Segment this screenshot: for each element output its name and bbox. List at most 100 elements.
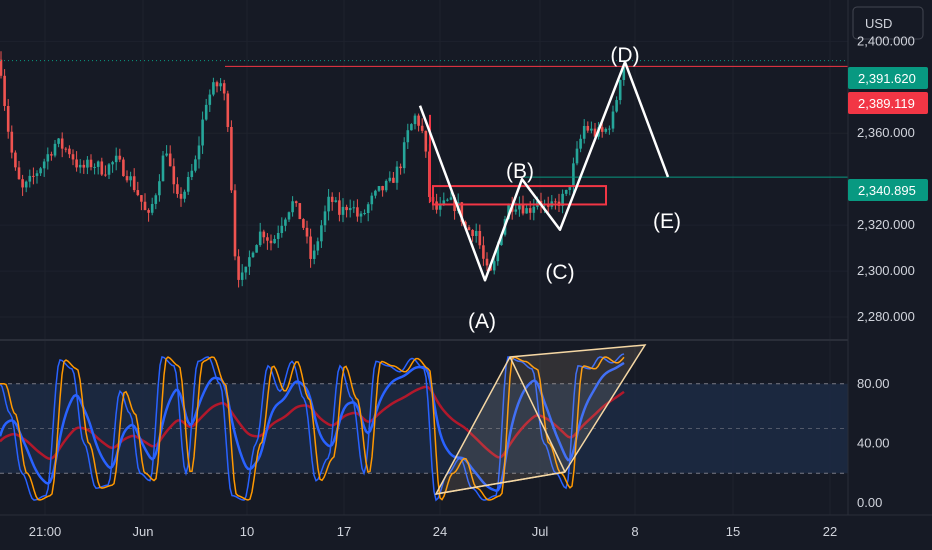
candle-body — [17, 167, 21, 180]
candle-body — [572, 163, 575, 186]
candle-body — [111, 162, 114, 165]
candle-body — [147, 210, 150, 213]
candle-body — [294, 201, 298, 204]
candle-body — [312, 250, 316, 259]
time-tick-label: Jun — [133, 524, 154, 539]
indicator-tick-label: 40.00 — [857, 435, 890, 450]
candle-body — [266, 237, 269, 241]
wave-label: (E) — [653, 210, 681, 233]
candle-body — [467, 227, 471, 230]
candle-body — [129, 176, 132, 181]
candle-body — [622, 67, 626, 81]
candle-body — [330, 196, 334, 202]
candle-body — [528, 208, 532, 213]
candle-body — [604, 128, 608, 132]
price-axis[interactable]: 2,400.000 2,360.000 2,320.000 2,300.000 2,28… — [857, 33, 915, 324]
wave-label: (A) — [468, 310, 496, 333]
candle-body — [14, 152, 17, 168]
time-axis[interactable]: 21:00 Jun 10 17 24 Jul 8 15 22 — [29, 524, 838, 539]
candle-body — [140, 195, 143, 202]
time-tick-label: 17 — [337, 524, 351, 539]
price-tag-label: 2,391.620 — [858, 71, 916, 86]
wave-labels: (A) (B) (C) (D) (E) — [468, 44, 681, 333]
candle-body — [316, 241, 320, 251]
candle-body — [201, 119, 204, 146]
candle-body — [492, 261, 496, 271]
candle-body — [521, 204, 525, 214]
candle-body — [514, 209, 518, 212]
candle-body — [219, 83, 222, 87]
candle-body — [291, 201, 294, 213]
candle-body — [363, 212, 366, 214]
candle-body — [273, 238, 276, 244]
candle-body — [89, 159, 93, 168]
wave-path — [418, 60, 670, 282]
candle-body — [608, 128, 611, 130]
candle-body — [50, 154, 53, 156]
price-pane[interactable]: (A) (B) (C) (D) (E) — [0, 0, 848, 515]
candle-body — [507, 204, 510, 220]
candle-body — [413, 115, 417, 125]
candle-body — [593, 128, 597, 137]
time-tick-label: 15 — [726, 524, 740, 539]
candle-body — [6, 105, 10, 132]
candle-body — [417, 115, 420, 126]
candle-body — [474, 230, 478, 237]
candle-body — [204, 104, 208, 120]
candle-body — [150, 203, 154, 213]
rsi-line — [0, 361, 625, 492]
candle-body — [374, 190, 377, 196]
candle-body — [305, 227, 309, 237]
indicator-tick-label: 0.00 — [857, 495, 882, 510]
currency-button[interactable]: USD — [852, 6, 924, 40]
candle-body — [424, 130, 428, 152]
candle-body — [575, 148, 579, 164]
candle-body — [618, 80, 622, 101]
candle-body — [194, 159, 197, 171]
price-tick-label: 2,360.000 — [857, 125, 915, 140]
candle-body — [309, 236, 312, 259]
time-tick-label: 8 — [631, 524, 638, 539]
price-tick-label: 2,280.000 — [857, 309, 915, 324]
candle-body — [287, 212, 291, 220]
channel-diagonal — [509, 356, 566, 473]
price-tag-label: 2,340.895 — [858, 183, 916, 198]
candle-body — [366, 204, 370, 213]
candle-body — [244, 266, 248, 273]
candle-body — [446, 199, 449, 201]
price-tag — [848, 179, 928, 201]
candle-body — [3, 75, 6, 106]
candle-body — [348, 207, 352, 211]
candle-body — [158, 181, 161, 196]
candle-body — [388, 177, 392, 181]
time-tick-label: Jul — [532, 524, 549, 539]
candle-body — [172, 166, 176, 185]
candle-body — [93, 166, 96, 168]
indicator-pane[interactable] — [0, 344, 848, 502]
candle-body — [482, 245, 485, 259]
indicator-axis[interactable]: 80.00 40.00 0.00 — [857, 376, 890, 510]
candle-body — [370, 195, 374, 205]
candle-body — [334, 200, 338, 202]
price-tick-label: 2,320.000 — [857, 217, 915, 232]
candle-body — [438, 204, 442, 210]
time-tick-label: 21:00 — [29, 524, 62, 539]
candle-body — [251, 252, 255, 258]
candle-body — [276, 232, 280, 239]
candle-body — [32, 175, 35, 177]
candle-body — [78, 164, 82, 168]
d-line — [0, 356, 625, 501]
candle-body — [118, 155, 122, 160]
candle-body — [212, 82, 215, 95]
candle-body — [125, 176, 129, 181]
candle-body — [496, 245, 500, 262]
candle-body — [323, 211, 327, 226]
candle-body — [100, 161, 104, 175]
candle-body — [104, 174, 107, 176]
candle-body — [284, 219, 287, 226]
wave-label: (D) — [610, 44, 639, 67]
candle-body — [327, 196, 330, 212]
indicator-tick-label: 80.00 — [857, 376, 890, 391]
candle-body — [525, 208, 528, 214]
